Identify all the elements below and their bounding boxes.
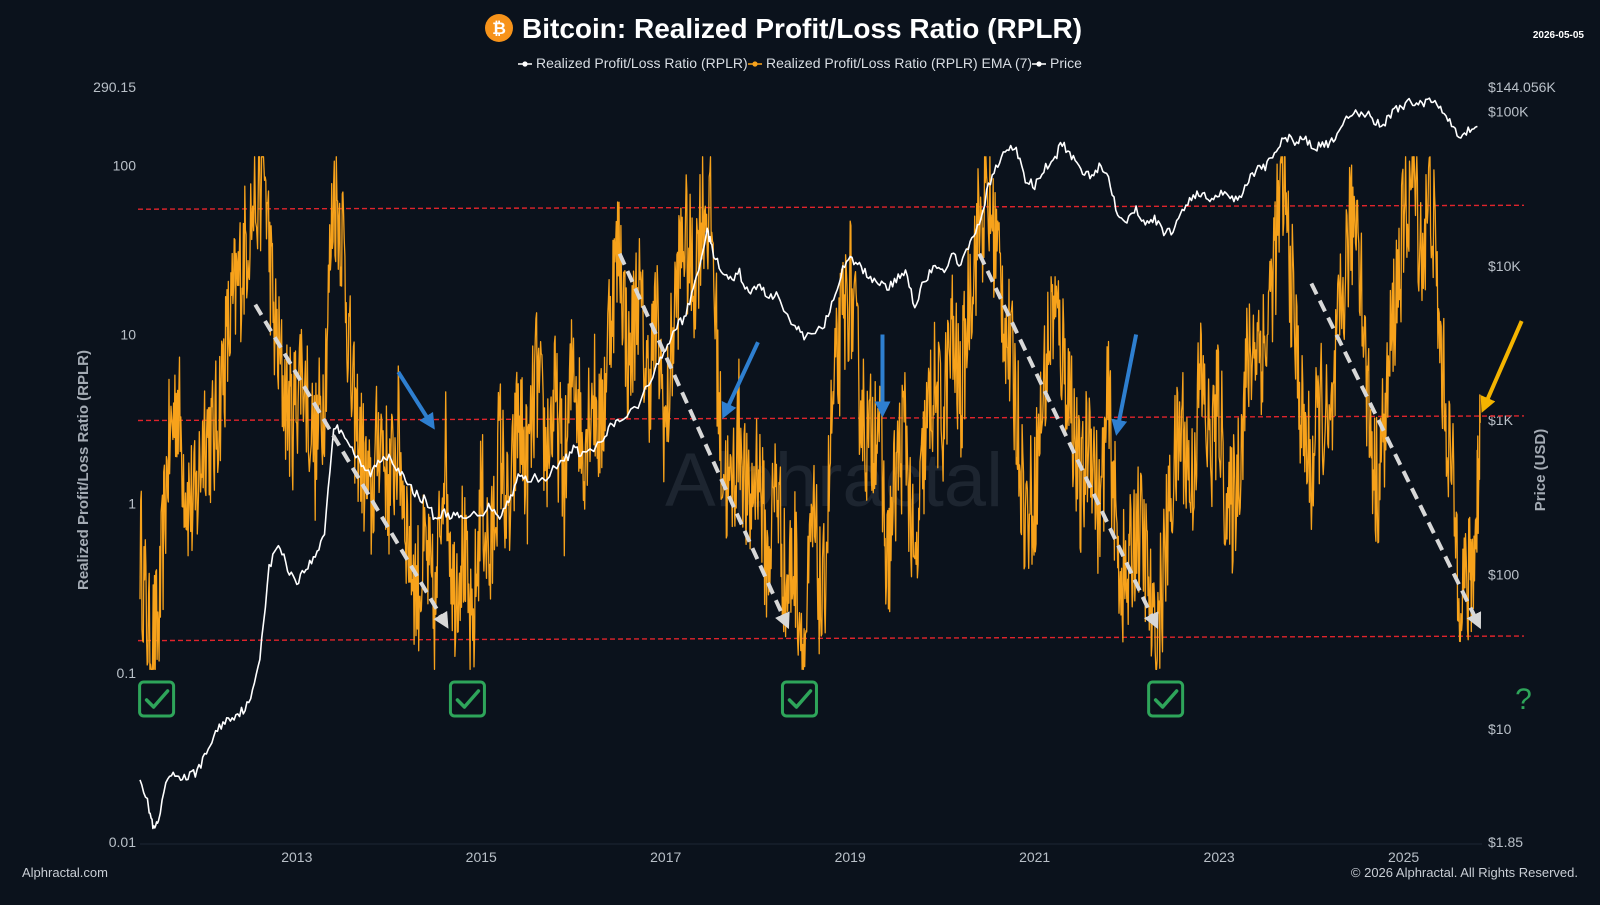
legend-item-rplr[interactable]: Realized Profit/Loss Ratio (RPLR) bbox=[518, 55, 748, 71]
legend-dot-rplr bbox=[522, 61, 528, 67]
legend-item-rplr-ema[interactable]: Realized Profit/Loss Ratio (RPLR) EMA (7… bbox=[748, 55, 1032, 71]
trend-arrow-0 bbox=[253, 303, 449, 629]
x-tick-label-4: 2021 bbox=[1019, 849, 1050, 865]
trend-arrow-1 bbox=[617, 252, 790, 630]
left-axis-ticks: 290.15 100 10 1 0.1 0.01 bbox=[93, 79, 136, 850]
legend-item-price[interactable]: Price bbox=[1032, 55, 1082, 71]
x-axis-ticks: 2013 2015 2017 2019 2021 2023 2025 bbox=[140, 843, 1482, 865]
x-tick-label-2: 2017 bbox=[650, 849, 681, 865]
blue-arrow-0 bbox=[396, 370, 435, 430]
left-tick-label-2: 10 bbox=[120, 326, 136, 342]
left-tick-label-3: 1 bbox=[128, 496, 136, 512]
checkmark-icon-1 bbox=[448, 680, 486, 718]
watermark: Alphractal bbox=[665, 438, 1003, 523]
legend-label-rplr-ema: Realized Profit/Loss Ratio (RPLR) EMA (7… bbox=[766, 55, 1032, 71]
checkmark-icon-0 bbox=[138, 680, 176, 718]
legend-dot-rplr-ema bbox=[752, 61, 758, 67]
annotations-layer: ? bbox=[138, 252, 1532, 718]
reference-line-2 bbox=[137, 635, 1525, 642]
chart-header: ₿ Bitcoin: Realized Profit/Loss Ratio (R… bbox=[485, 13, 1584, 44]
chart-title: Bitcoin: Realized Profit/Loss Ratio (RPL… bbox=[522, 13, 1082, 44]
checkmark-icon-2 bbox=[780, 680, 818, 718]
right-tick-label-5: $10 bbox=[1488, 721, 1512, 737]
legend-dot-price bbox=[1036, 61, 1042, 67]
x-tick-label-6: 2025 bbox=[1388, 849, 1419, 865]
right-tick-label-2: $10K bbox=[1488, 258, 1521, 274]
reference-line-1 bbox=[137, 415, 1525, 422]
x-tick-label-0: 2013 bbox=[281, 849, 312, 865]
right-tick-label-6: $1.85 bbox=[1488, 834, 1523, 850]
right-tick-label-3: $1K bbox=[1488, 412, 1514, 428]
yellow-arrow bbox=[1480, 320, 1524, 413]
trend-arrow-2 bbox=[977, 252, 1159, 630]
series-layer bbox=[139, 97, 1481, 830]
right-axis-title: Price (USD) bbox=[1532, 429, 1549, 512]
reference-lines bbox=[137, 204, 1525, 642]
series-rplr-ema-line bbox=[139, 156, 1481, 671]
bitcoin-logo-glyph: ₿ bbox=[492, 19, 506, 38]
series-price-line bbox=[139, 97, 1478, 830]
left-tick-label-1: 100 bbox=[113, 157, 137, 173]
blue-arrow-3 bbox=[1111, 334, 1139, 436]
reference-line-0 bbox=[137, 204, 1525, 210]
footer-right: © 2026 Alphractal. All Rights Reserved. bbox=[1351, 865, 1578, 880]
x-tick-label-1: 2015 bbox=[466, 849, 497, 865]
right-tick-label-4: $100 bbox=[1488, 567, 1519, 583]
checkmark-icon-3 bbox=[1147, 680, 1185, 718]
left-tick-label-5: 0.01 bbox=[109, 834, 136, 850]
x-tick-label-3: 2019 bbox=[835, 849, 866, 865]
blue-arrow-1 bbox=[721, 341, 760, 419]
chart-date: 2026-05-05 bbox=[1533, 30, 1585, 41]
left-axis-title: Realized Profit/Loss Ratio (RPLR) bbox=[75, 350, 92, 590]
footer-left[interactable]: Alphractal.com bbox=[22, 865, 108, 880]
chart-legend: Realized Profit/Loss Ratio (RPLR) Realiz… bbox=[518, 55, 1082, 71]
trend-arrow-3 bbox=[1309, 282, 1482, 630]
right-tick-label-0: $144.056K bbox=[1488, 79, 1556, 95]
x-tick-label-5: 2023 bbox=[1204, 849, 1235, 865]
legend-label-rplr: Realized Profit/Loss Ratio (RPLR) bbox=[536, 55, 748, 71]
left-tick-label-0: 290.15 bbox=[93, 79, 136, 95]
question-mark: ? bbox=[1515, 683, 1532, 716]
left-tick-label-4: 0.1 bbox=[117, 665, 137, 681]
legend-label-price: Price bbox=[1050, 55, 1082, 71]
bitcoin-logo-icon bbox=[485, 14, 513, 42]
right-tick-label-1: $100K bbox=[1488, 103, 1529, 119]
